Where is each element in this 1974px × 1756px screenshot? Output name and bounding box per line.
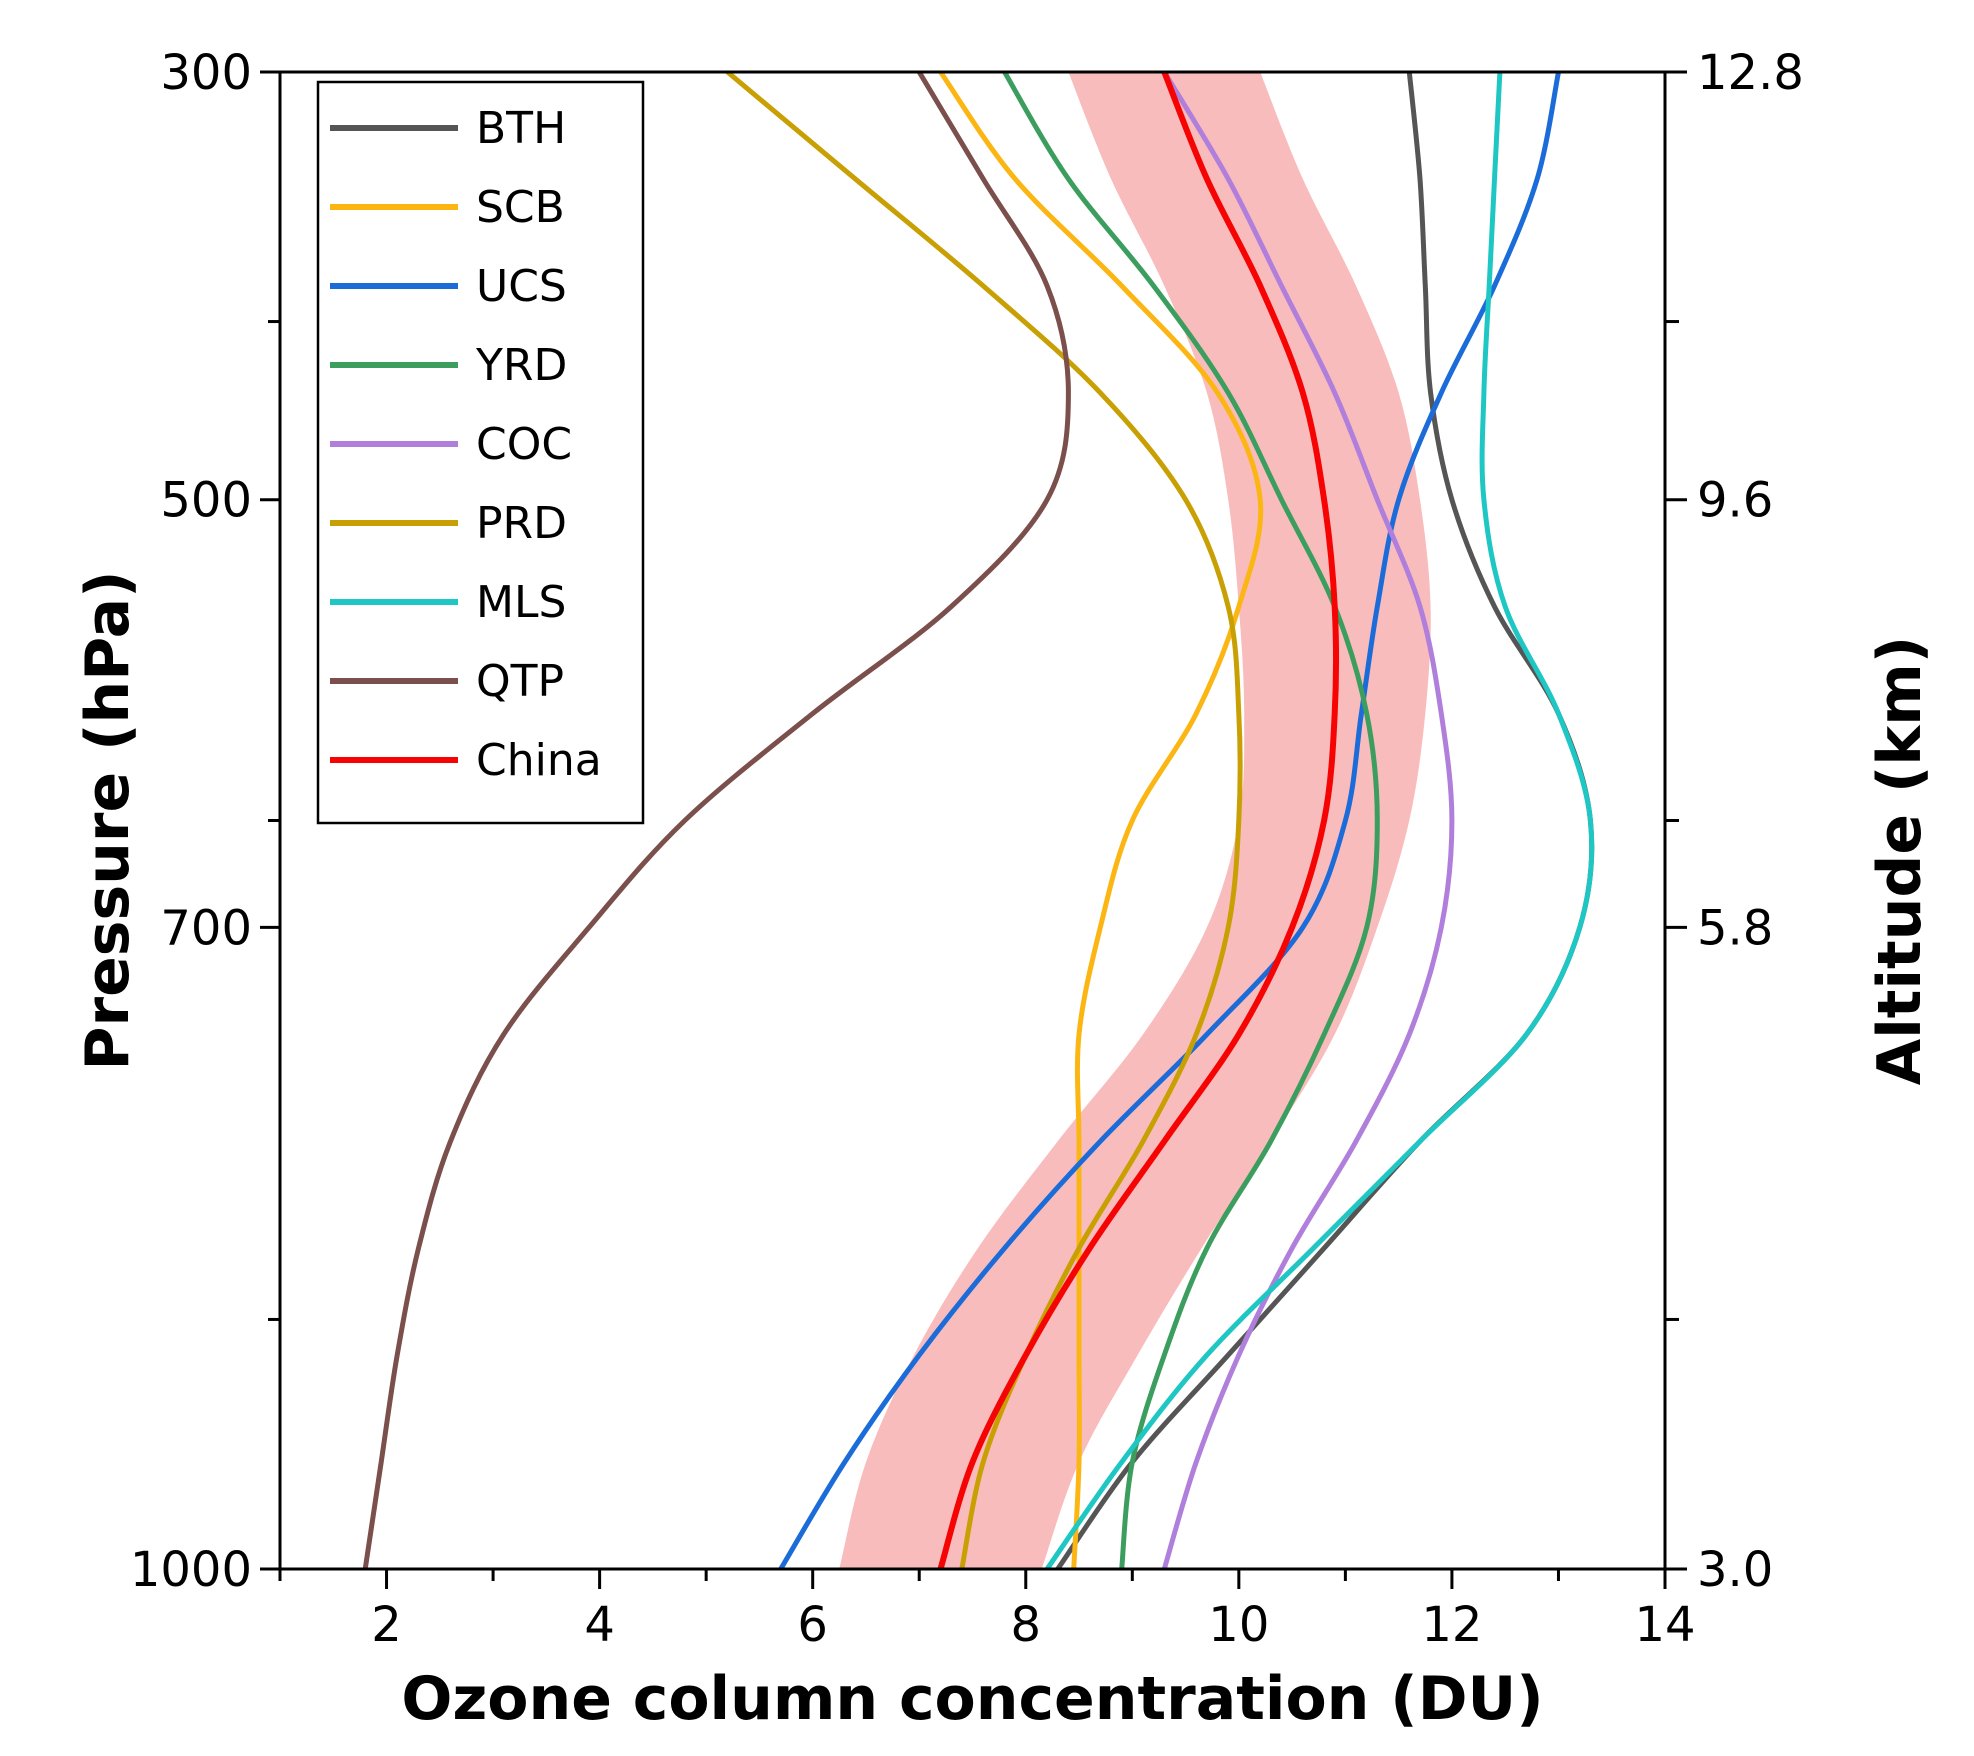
legend-label-bth: BTH — [476, 103, 566, 154]
legend: BTH SCB UCS YRD COC PRD MLS QTP China — [316, 80, 645, 825]
y2-tick-label: 3.0 — [1697, 1542, 1773, 1598]
x-tick-label: 6 — [797, 1597, 828, 1653]
axes-layer: 2 4 6 8 10 12 14 300 500 700 1000 12.8 9.6 5.8 3.0 — [130, 45, 1804, 1653]
x-tick-label: 12 — [1421, 1597, 1482, 1653]
y2-axis-title: Altitude (km) — [1865, 636, 1935, 1085]
series-line-prd — [725, 72, 1243, 1569]
x-tick-label: 14 — [1634, 1597, 1695, 1653]
y-axis-title: Pressure (hPa) — [73, 571, 143, 1071]
legend-label-qtp: QTP — [476, 656, 564, 707]
legend-label-mls: MLS — [476, 577, 566, 628]
legend-label-yrd: YRD — [475, 340, 567, 391]
series-line-china — [937, 72, 1340, 1569]
legend-label-prd: PRD — [476, 498, 567, 549]
legend-label-china: China — [476, 735, 602, 786]
legend-label-ucs: UCS — [476, 261, 567, 312]
y-tick-label: 300 — [160, 45, 252, 101]
x-tick-label: 4 — [584, 1597, 615, 1653]
china-uncertainty-band-layer — [839, 72, 1431, 1569]
x-tick-label: 8 — [1010, 1597, 1041, 1653]
series-line-scb — [938, 72, 1264, 1569]
x-axis-title: Ozone column concentration (DU) — [401, 1664, 1543, 1734]
y2-tick-label: 12.8 — [1697, 45, 1804, 101]
series-line-ucs — [778, 72, 1561, 1569]
y-tick-label: 1000 — [130, 1542, 252, 1598]
y-tick-label: 500 — [160, 473, 252, 529]
x-tick-label: 2 — [371, 1597, 402, 1653]
series-line-qtp — [362, 72, 1071, 1569]
legend-label-coc: COC — [476, 419, 572, 470]
x-tick-label: 10 — [1208, 1597, 1269, 1653]
series-line-coc — [1161, 72, 1455, 1569]
y2-tick-label: 9.6 — [1697, 473, 1773, 529]
y-tick-label: 700 — [160, 900, 252, 956]
series-line-mls — [1044, 72, 1595, 1569]
y2-tick-label: 5.8 — [1697, 900, 1773, 956]
china-uncertainty-band — [839, 72, 1431, 1569]
series-line-yrd — [1002, 72, 1380, 1569]
legend-label-scb: SCB — [476, 182, 565, 233]
series-lines-layer — [362, 72, 1595, 1569]
